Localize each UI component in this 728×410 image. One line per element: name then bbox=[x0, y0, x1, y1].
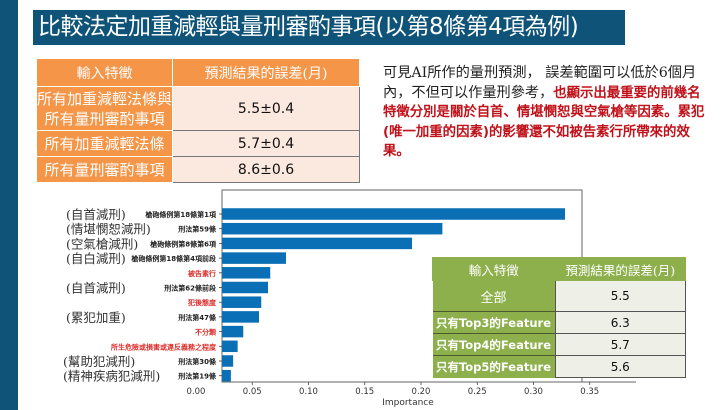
annotation-label: (自首減刑) bbox=[66, 281, 126, 296]
row-feature: 只有Top5的Feature bbox=[432, 355, 555, 378]
row-error: 5.5±0.4 bbox=[172, 86, 360, 131]
table-row: 全部 5.5 bbox=[432, 280, 686, 312]
x-tick-label: 0.20 bbox=[412, 387, 431, 397]
bar bbox=[222, 222, 443, 235]
bar bbox=[222, 325, 244, 338]
slide-sidebar-bar bbox=[0, 0, 18, 410]
table-row: 所有加重減輕法條 5.7±0.4 bbox=[36, 130, 360, 157]
bar bbox=[222, 340, 238, 353]
y-tick-label: 槍砲條例第18條第4項前段 bbox=[131, 254, 216, 263]
description-normal: 可見AI所作的量刑預測， 誤差範圍可以低於6個月內，不但可以作量刑參考， bbox=[383, 65, 697, 101]
header-error: 預測結果的誤差(月) bbox=[554, 257, 686, 281]
x-tick-label: 0.10 bbox=[299, 387, 318, 397]
row-error: 8.6±0.6 bbox=[172, 156, 360, 183]
table-row: 只有Top4的Feature 5.7 bbox=[432, 333, 686, 356]
annotation-label: (情堪憫恕減刑) bbox=[66, 222, 151, 237]
row-feature: 所有加重減輕法條與 所有量刑審酌事項 bbox=[36, 86, 173, 131]
bar bbox=[222, 208, 565, 220]
row-error: 5.7±0.4 bbox=[172, 130, 360, 157]
row-error: 6.3 bbox=[554, 311, 686, 334]
row-feature: 所有加重減輕法條 bbox=[36, 130, 173, 157]
y-tick-label: 被告素行 bbox=[188, 269, 216, 278]
row-feature: 全部 bbox=[432, 280, 555, 312]
bar bbox=[222, 355, 234, 367]
y-tick-label: 刑法第59條 bbox=[178, 225, 217, 234]
orange-comparison-table: 輸入特徵 預測結果的誤差(月) 所有加重減輕法條與 所有量刑審酌事項 5.5±0.… bbox=[36, 58, 360, 183]
row-error: 5.5 bbox=[554, 280, 686, 312]
row-feature-line1: 所有加重減輕法條與 bbox=[37, 89, 173, 108]
bar bbox=[222, 369, 231, 382]
x-tick-label: 0.00 bbox=[187, 387, 206, 397]
table-row: 只有Top5的Feature 5.6 bbox=[432, 355, 686, 378]
table-row: 所有量刑審酌事項 8.6±0.6 bbox=[36, 156, 360, 183]
table-header-row: 輸入特徵 預測結果的誤差(月) bbox=[432, 257, 686, 281]
bar bbox=[222, 267, 271, 279]
y-tick-label: 刑法第19條 bbox=[178, 372, 217, 381]
y-tick-label: 刑法第62條前段 bbox=[164, 284, 216, 293]
row-error: 5.6 bbox=[554, 355, 686, 378]
annotation-label: (精神疾病犯減刑) bbox=[63, 369, 160, 384]
slide-title: 比較法定加重減輕與量刑審酌事項(以第8條第4項為例) bbox=[33, 10, 625, 45]
header-feature: 輸入特徵 bbox=[432, 257, 556, 281]
y-tick-label: 槍砲條例第18條第1項 bbox=[145, 210, 217, 219]
x-tick-label: 0.25 bbox=[468, 387, 487, 397]
bar bbox=[222, 311, 259, 323]
table-header-row: 輸入特徵 預測結果的誤差(月) bbox=[36, 58, 360, 87]
green-top-feature-table: 輸入特徵 預測結果的誤差(月) 全部 5.5 只有Top3的Feature 6.… bbox=[432, 257, 686, 378]
annotation-label: (幫助犯減刑) bbox=[63, 354, 135, 369]
x-tick-label: 0.05 bbox=[243, 387, 262, 397]
annotation-label: (空氣槍減刑) bbox=[66, 236, 138, 251]
y-tick-label: 刑法第47條 bbox=[178, 313, 217, 322]
row-error: 5.7 bbox=[554, 333, 686, 356]
y-tick-label: 所生危險或損害或違反義務之程度 bbox=[111, 342, 217, 351]
row-feature: 只有Top3的Feature bbox=[432, 311, 555, 334]
row-feature: 只有Top4的Feature bbox=[432, 333, 555, 356]
header-error: 預測結果的誤差(月) bbox=[172, 58, 360, 87]
bar bbox=[222, 237, 412, 250]
bar bbox=[222, 281, 268, 294]
y-tick-label: 不分類 bbox=[195, 328, 217, 337]
annotation-label: (自首減刑) bbox=[66, 207, 126, 222]
x-tick-label: 0.30 bbox=[524, 387, 543, 397]
x-axis-label: Importance bbox=[382, 398, 434, 408]
row-feature-line2: 所有量刑審酌事項 bbox=[44, 109, 165, 128]
table-row: 只有Top3的Feature 6.3 bbox=[432, 311, 686, 334]
y-tick-label: 槍砲條例第8條第6項 bbox=[150, 239, 217, 248]
y-tick-label: 刑法第30條 bbox=[178, 357, 217, 366]
y-tick-label: 犯後態度 bbox=[187, 298, 217, 307]
description-text: 可見AI所作的量刑預測， 誤差範圍可以低於6個月內，不但可以作量刑參考，也顯示出… bbox=[383, 64, 713, 162]
annotation-label: (自白減刑) bbox=[66, 251, 126, 266]
x-tick-label: 0.15 bbox=[355, 387, 374, 397]
description-highlight: 也顯示出最重要的前幾名特徵分別是關於自首、情堪憫恕與空氣槍等因素。累犯(唯一加重… bbox=[383, 85, 705, 160]
x-tick-label: 0.35 bbox=[580, 387, 599, 397]
annotation-label: (累犯加重) bbox=[66, 310, 126, 325]
bar bbox=[222, 296, 262, 308]
bar bbox=[222, 252, 286, 264]
table-row: 所有加重減輕法條與 所有量刑審酌事項 5.5±0.4 bbox=[36, 86, 360, 131]
row-feature: 所有量刑審酌事項 bbox=[36, 156, 173, 183]
